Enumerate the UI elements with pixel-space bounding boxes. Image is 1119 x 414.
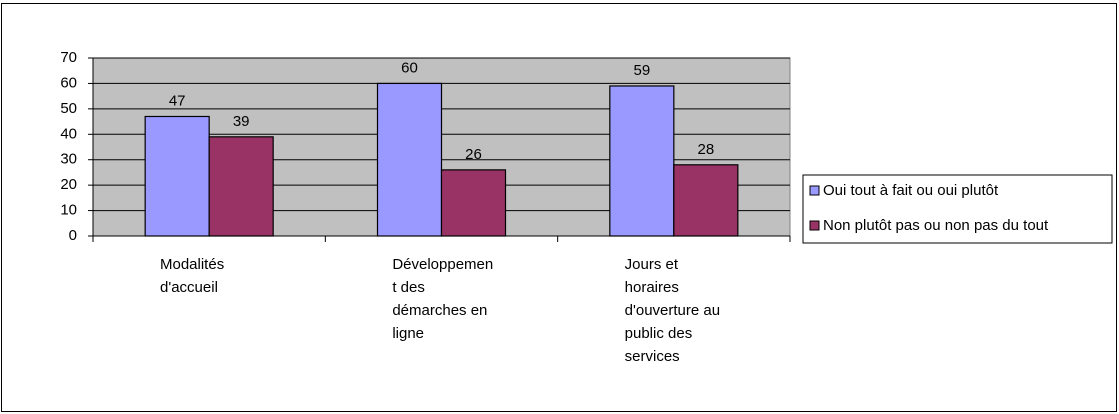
x-tick-label: Jours et horaires d'ouverture au public … [624,256,721,365]
legend-label: Non plutôt pas ou non pas du tout [823,217,1049,234]
y-tick-label: 60 [60,74,77,91]
x-tick-label: Développement des démarches en ligne [392,256,494,342]
bar [208,136,274,237]
value-label: 47 [169,92,186,109]
y-tick-label: 30 [60,151,77,168]
value-label: 39 [233,113,250,130]
bar [376,82,443,237]
x-tick-label: Modalités d'accueil [160,256,225,296]
y-tick-label: 40 [60,125,77,142]
bar [673,164,739,237]
legend-box [802,174,1113,244]
value-label: 26 [465,146,482,163]
legend-swatch [809,185,820,196]
bar [144,115,210,237]
legend-swatch [809,220,820,231]
bar [609,85,675,237]
bar [440,169,507,237]
y-tick-label: 70 [60,49,77,66]
y-tick-label: 0 [69,227,77,244]
legend-label: Oui tout à fait ou oui plutôt [823,182,999,199]
value-label: 28 [697,141,714,158]
value-label: 60 [401,59,418,76]
y-tick-label: 20 [60,176,77,193]
value-label: 59 [633,62,650,79]
y-tick-label: 10 [60,202,77,219]
y-tick-label: 50 [60,100,77,117]
